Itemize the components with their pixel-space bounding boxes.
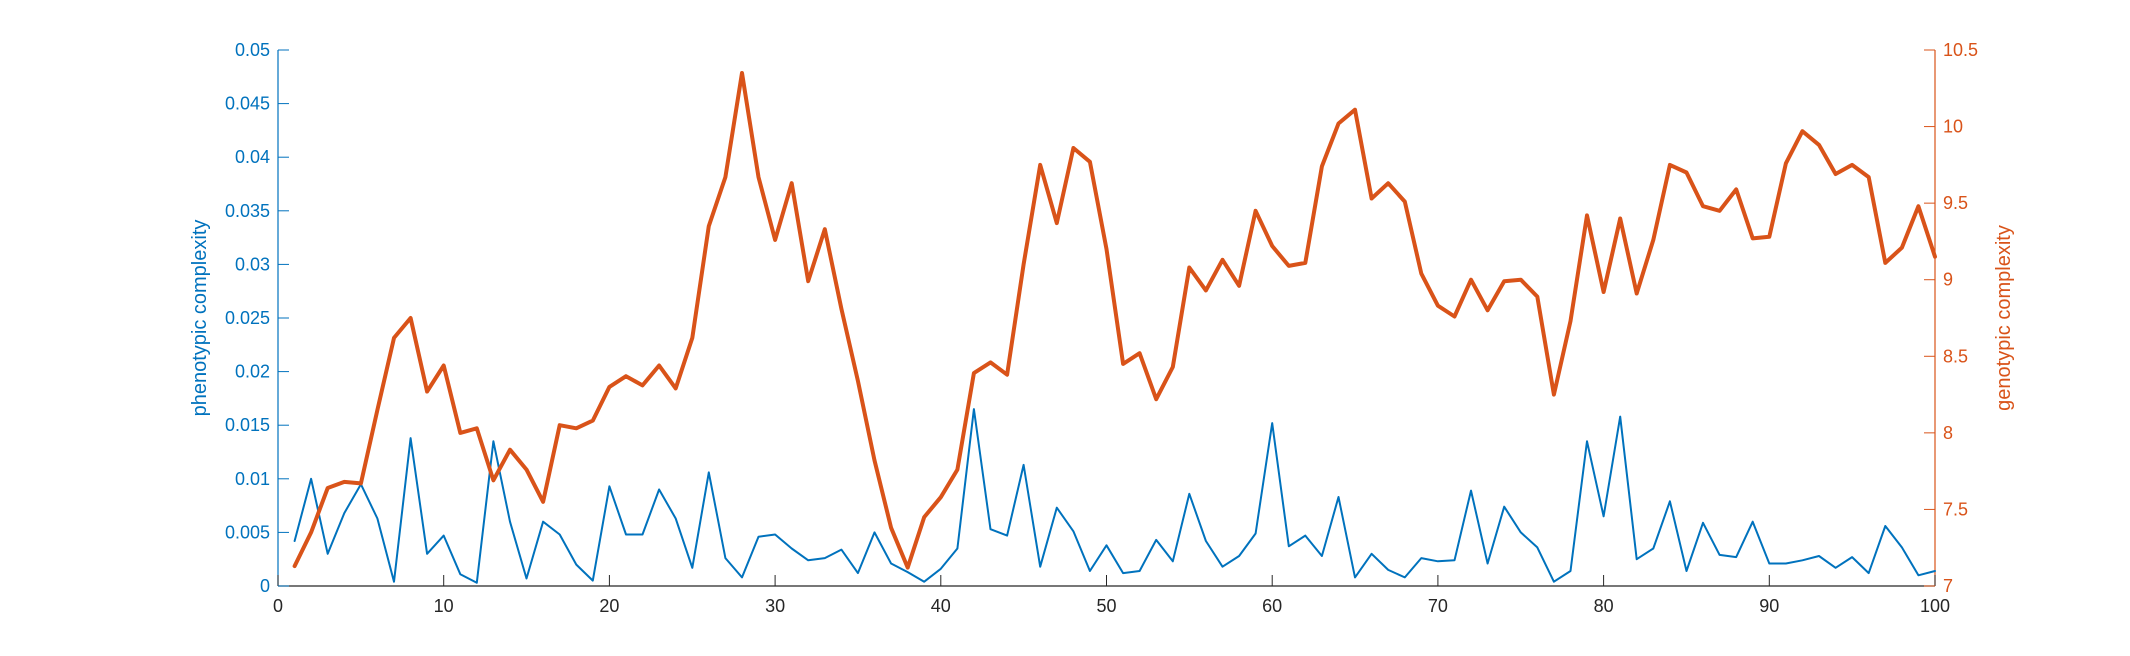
x-axis: 0 10 20 30 40 50 60 70 80 90 100	[273, 575, 1950, 616]
plot-frame	[277, 50, 1936, 587]
series-layer	[292, 71, 1937, 584]
left-y-tick-label: 0.025	[225, 308, 270, 328]
right-y-axis: 7 7.5 8 8.5 9 9.5 10 10.5	[1924, 40, 1978, 596]
right-y-axis-label: genotypic complexity	[1993, 225, 2015, 411]
left-y-tick-label: 0.035	[225, 201, 270, 221]
left-y-tick-label: 0.01	[235, 469, 270, 489]
left-y-tick-label: 0.03	[235, 254, 270, 274]
phenotypic-complexity-series-line	[293, 408, 1936, 584]
right-y-tick-label: 9	[1943, 270, 1953, 290]
genotypic-complexity-series-line	[292, 71, 1937, 570]
x-tick-label: 90	[1759, 596, 1779, 616]
x-tick-label: 60	[1262, 596, 1282, 616]
right-y-tick-label: 8	[1943, 423, 1953, 443]
left-y-tick-label: 0	[260, 576, 270, 596]
left-y-tick-label: 0.04	[235, 147, 270, 167]
left-y-tick-label: 0.02	[235, 362, 270, 382]
x-tick-label: 80	[1594, 596, 1614, 616]
right-y-tick-label: 9.5	[1943, 193, 1968, 213]
x-tick-label: 100	[1920, 596, 1950, 616]
left-y-tick-label: 0.045	[225, 94, 270, 114]
x-tick-label: 20	[599, 596, 619, 616]
right-y-tick-label: 10	[1943, 117, 1963, 137]
left-y-tick-label: 0.005	[225, 522, 270, 542]
left-y-tick-label: 0.015	[225, 415, 270, 435]
right-y-tick-label: 7.5	[1943, 499, 1968, 519]
left-y-tick-label: 0.05	[235, 40, 270, 60]
x-tick-label: 0	[273, 596, 283, 616]
left-y-axis-label: phenotypic complexity	[189, 220, 211, 417]
right-y-tick-label: 10.5	[1943, 40, 1978, 60]
right-y-tick-label: 7	[1943, 576, 1953, 596]
left-y-axis: 0 0.005 0.01 0.015 0.02 0.025 0.03 0.035 0.04 0.0…	[225, 40, 289, 596]
x-tick-label: 30	[765, 596, 785, 616]
x-tick-label: 50	[1096, 596, 1116, 616]
x-tick-label: 10	[434, 596, 454, 616]
x-tick-label: 40	[931, 596, 951, 616]
x-tick-label: 70	[1428, 596, 1448, 616]
right-y-tick-label: 8.5	[1943, 346, 1968, 366]
